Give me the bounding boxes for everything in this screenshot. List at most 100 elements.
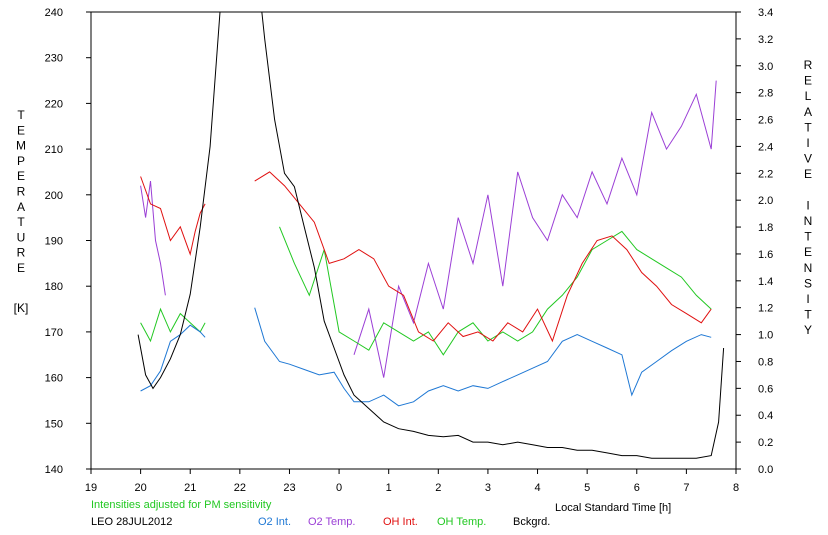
series-line-o2int [254, 307, 712, 407]
series-line-o2int [140, 324, 206, 392]
y-right-label-letter: E [804, 167, 812, 181]
y-left-tick-label: 140 [45, 464, 63, 476]
series-line-bkg [137, 12, 221, 390]
y-right-label-letter: I [806, 292, 809, 306]
y-left-tick-label: 220 [45, 98, 63, 110]
y-right-label-letter: S [804, 276, 812, 290]
y-right-label-letter: N [804, 214, 813, 228]
legend: O2 Int. O2 Temp. OH Int. OH Temp. Bckgrd. [258, 516, 550, 528]
y-left-tick-label: 160 [45, 373, 63, 385]
y-left-label-letter: R [17, 246, 26, 260]
x-tick-label: 4 [534, 482, 540, 494]
y-right-label-letter: E [804, 74, 812, 88]
y-left-tick-label: 170 [45, 327, 63, 339]
y-right-label-letter: E [804, 245, 812, 259]
y-left-tick-label: 240 [45, 7, 63, 19]
x-tick-label: 19 [85, 482, 97, 494]
y-left-label-letter: A [17, 200, 25, 214]
legend-entry-ohtemp: OH Temp. [437, 516, 486, 528]
y-right-label-letter: A [804, 105, 812, 119]
x-tick-label: 3 [485, 482, 491, 494]
sensitivity-note: Intensities adjusted for PM sensitivity [91, 499, 272, 511]
y-right-tick-label: 1.6 [758, 249, 773, 261]
y-right-label-letter: I [806, 136, 809, 150]
y-left-label-letter: T [17, 108, 25, 122]
y-right-tick-label: 2.2 [758, 168, 773, 180]
y-left-tick-label: 190 [45, 236, 63, 248]
series-line-bkg [261, 12, 725, 459]
y-right-label-letter: I [806, 198, 809, 212]
left-axis: 140 150 160 170 180 190 200 210 220 230 240 [45, 7, 91, 476]
y-right-label-letter: R [804, 58, 813, 72]
series-line-ohtemp [140, 307, 206, 343]
y-left-label-letter: E [17, 169, 25, 183]
series-line-ohtemp [279, 226, 712, 356]
x-tick-label: 1 [386, 482, 392, 494]
y-left-tick-label: 210 [45, 144, 63, 156]
y-right-tick-label: 2.4 [758, 141, 773, 153]
legend-entry-bkg: Bckgrd. [513, 516, 550, 528]
right-axis: 0.0 0.2 0.4 0.6 0.8 1.0 1.2 1.4 1.6 1.8 2.0 2.2 2.4 2… [736, 7, 773, 476]
bottom-axis: 19 20 21 22 23 0 1 2 3 4 5 6 7 8 [85, 469, 739, 494]
y-left-tick-label: 230 [45, 53, 63, 65]
y-left-unit: [K] [14, 301, 29, 315]
x-tick-label: 6 [634, 482, 640, 494]
y-right-tick-label: 2.0 [758, 195, 773, 207]
series-line-ohint [140, 176, 206, 256]
y-right-tick-label: 3.4 [758, 7, 773, 19]
y-right-tick-label: 3.0 [758, 61, 773, 73]
y-right-tick-label: 3.2 [758, 34, 773, 46]
x-tick-label: 2 [435, 482, 441, 494]
series-line-o2temp [140, 181, 166, 296]
legend-entry-o2int: O2 Int. [258, 516, 291, 528]
legend-entry-ohint: OH Int. [383, 516, 418, 528]
y-left-label-letter: E [17, 123, 25, 137]
y-left-label-letter: R [17, 185, 26, 199]
series-line-ohint [254, 171, 712, 343]
y-right-tick-label: 0.6 [758, 383, 773, 395]
x-tick-label: 21 [184, 482, 196, 494]
legend-entry-o2temp: O2 Temp. [308, 516, 356, 528]
series-line-o2temp [353, 80, 717, 378]
x-tick-label: 8 [733, 482, 739, 494]
y-right-tick-label: 0.2 [758, 437, 773, 449]
x-tick-label: 0 [336, 482, 342, 494]
y-right-label-letter: T [804, 308, 812, 322]
y-right-tick-label: 1.2 [758, 303, 773, 315]
y-left-label-letter: M [16, 139, 26, 153]
y-left-label-letter: T [17, 215, 25, 229]
y-left-label-letter: U [17, 230, 26, 244]
x-tick-label: 7 [683, 482, 689, 494]
x-axis-label: Local Standard Time [h] [555, 502, 671, 514]
x-tick-label: 20 [134, 482, 146, 494]
y-right-tick-label: 0.0 [758, 464, 773, 476]
y-left-tick-label: 180 [45, 281, 63, 293]
station-label: LEO 28JUL2012 [91, 516, 172, 528]
y-right-label-letter: L [805, 89, 812, 103]
y-right-label-letter: V [804, 152, 812, 166]
y-left-label-letter: P [17, 154, 25, 168]
x-tick-label: 23 [283, 482, 295, 494]
x-tick-label: 5 [584, 482, 590, 494]
y-right-tick-label: 1.0 [758, 330, 773, 342]
y-right-label-letter: N [804, 261, 813, 275]
y-right-label-letter: T [804, 230, 812, 244]
y-right-tick-label: 0.4 [758, 410, 773, 422]
y-right-tick-label: 2.8 [758, 88, 773, 100]
y-right-tick-label: 0.8 [758, 356, 773, 368]
y-right-tick-label: 2.6 [758, 115, 773, 127]
plot-frame [90, 11, 737, 470]
y-left-label-letter: E [17, 261, 25, 275]
y-right-label-letter: Y [804, 323, 812, 337]
y-left-tick-label: 200 [45, 190, 63, 202]
y-right-tick-label: 1.4 [758, 276, 773, 288]
series-layer [137, 12, 725, 459]
x-tick-label: 22 [234, 482, 246, 494]
y-left-tick-label: 150 [45, 418, 63, 430]
y-right-tick-label: 1.8 [758, 222, 773, 234]
y-right-label-letter: T [804, 120, 812, 134]
